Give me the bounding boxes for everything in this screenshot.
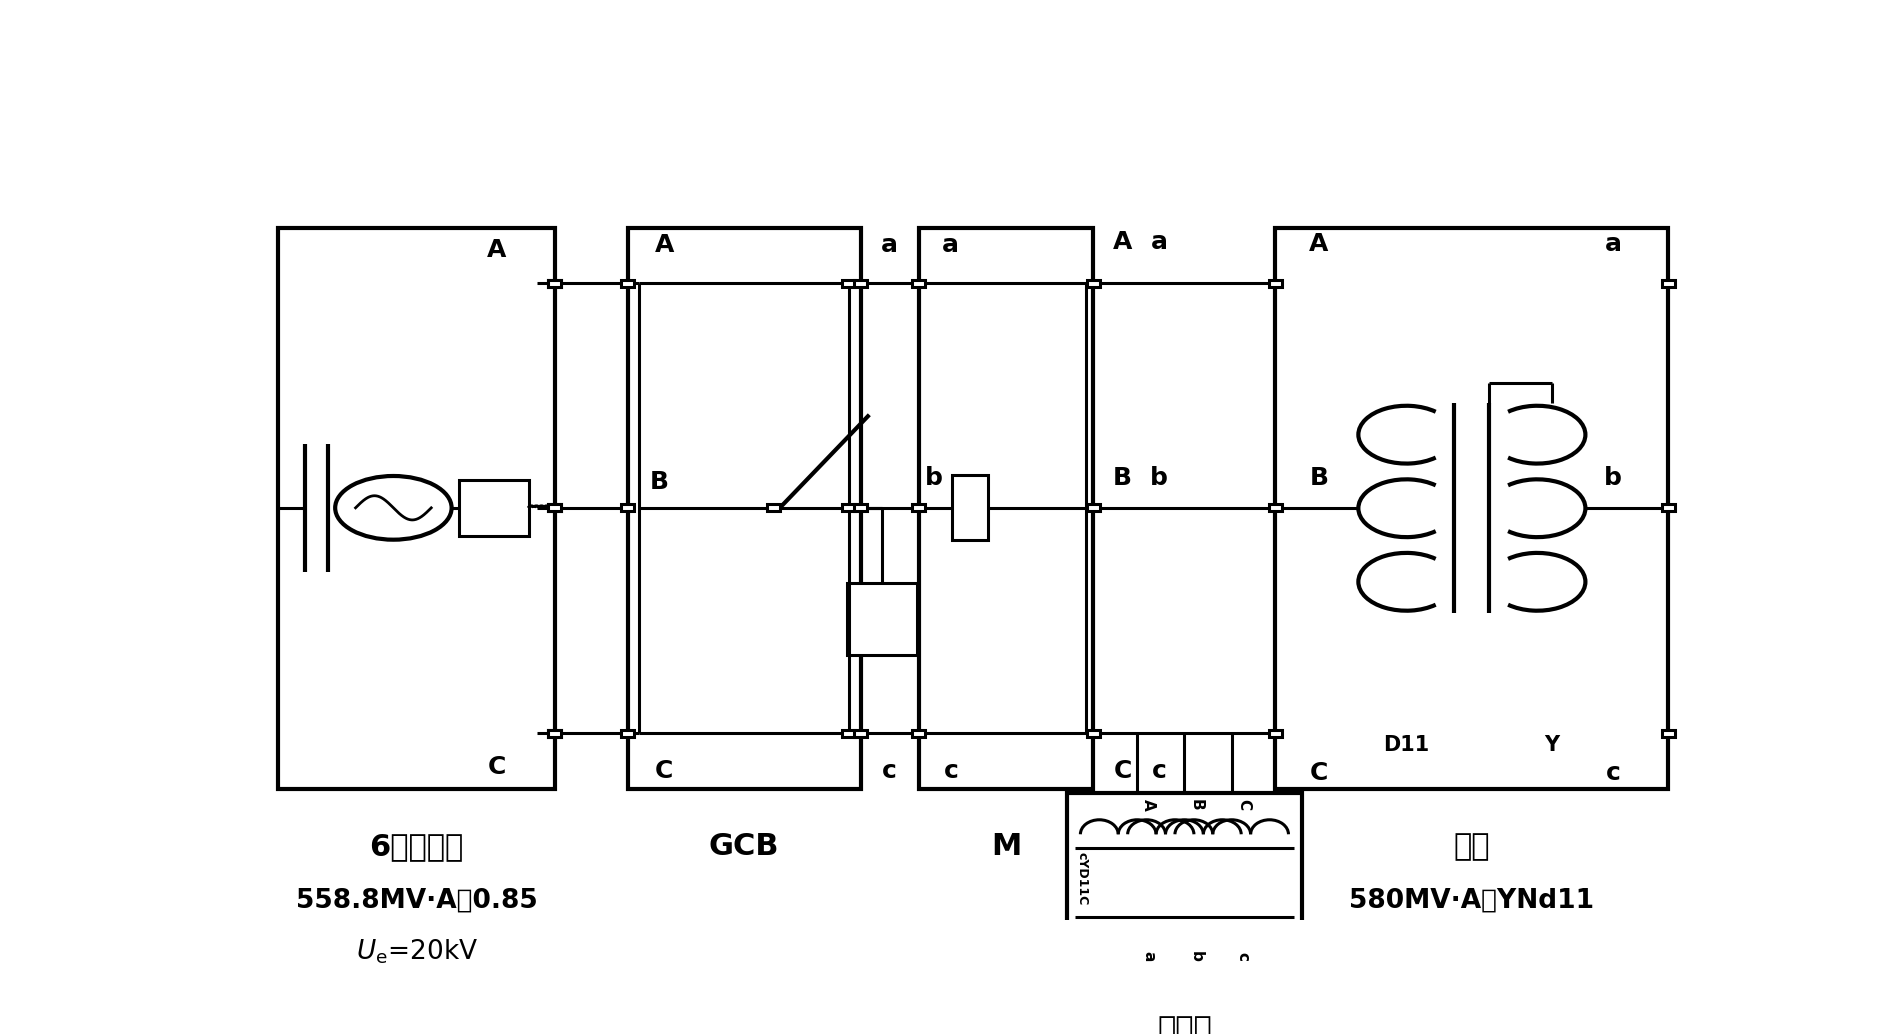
Text: A: A — [1142, 799, 1157, 811]
Bar — [854, 730, 868, 737]
Text: c: c — [943, 759, 958, 784]
Text: C: C — [655, 759, 674, 784]
Text: Y: Y — [1544, 735, 1559, 755]
Bar — [843, 505, 856, 512]
Text: a: a — [1142, 951, 1157, 962]
Bar — [1270, 280, 1283, 286]
Text: C: C — [1114, 759, 1132, 784]
Bar — [847, 583, 916, 656]
Bar — [458, 480, 530, 536]
Bar — [278, 227, 556, 789]
Bar — [1662, 280, 1675, 286]
Text: a: a — [943, 233, 960, 257]
Text: a: a — [881, 233, 898, 257]
Text: c: c — [1236, 951, 1251, 961]
Text: 6号发电机: 6号发电机 — [370, 831, 464, 860]
Text: 558.8MV·A，0.85: 558.8MV·A，0.85 — [297, 887, 537, 913]
Bar — [766, 505, 779, 512]
Bar — [843, 730, 856, 737]
Bar — [1067, 793, 1301, 980]
Text: GCB: GCB — [708, 831, 779, 860]
Bar — [1275, 227, 1668, 789]
Text: C: C — [1236, 799, 1251, 811]
Text: c: c — [1151, 759, 1166, 784]
Text: B: B — [650, 470, 669, 494]
Text: M: M — [992, 831, 1022, 860]
Text: b: b — [924, 465, 943, 489]
Bar — [843, 280, 856, 286]
Bar — [548, 730, 562, 737]
Bar — [548, 280, 562, 286]
Text: cYD11C: cYD11C — [1076, 852, 1089, 905]
Bar — [854, 505, 868, 512]
Text: b: b — [1604, 465, 1623, 489]
Bar — [1087, 280, 1101, 286]
Text: A: A — [486, 238, 507, 262]
Text: D11: D11 — [1384, 735, 1429, 755]
Text: b: b — [1189, 950, 1204, 962]
Text: A: A — [1114, 230, 1132, 254]
Bar — [1087, 505, 1101, 512]
Text: 厂高变: 厂高变 — [1157, 1014, 1211, 1034]
Text: A: A — [1309, 232, 1330, 255]
Text: a: a — [1151, 230, 1168, 254]
Bar — [622, 730, 635, 737]
Bar — [548, 730, 562, 737]
Text: 580MV·A，YNd11: 580MV·A，YNd11 — [1348, 887, 1594, 913]
Text: B: B — [1114, 465, 1132, 489]
Text: a: a — [1604, 232, 1621, 255]
Bar — [622, 280, 635, 286]
Bar — [548, 280, 562, 286]
Bar — [548, 505, 562, 512]
Bar — [913, 505, 926, 512]
Bar — [622, 505, 635, 512]
Bar — [918, 227, 1093, 789]
Text: C: C — [1309, 761, 1328, 785]
Bar — [548, 505, 562, 512]
Text: c: c — [1606, 761, 1621, 785]
Text: A: A — [654, 233, 674, 257]
Text: 主变: 主变 — [1454, 831, 1489, 860]
Text: B: B — [1189, 799, 1204, 811]
Text: B: B — [1309, 465, 1328, 489]
Bar — [854, 280, 868, 286]
Bar — [1662, 730, 1675, 737]
Bar — [1087, 730, 1101, 737]
Text: c: c — [883, 759, 898, 784]
Bar — [1270, 505, 1283, 512]
Text: $U_{\mathrm{e}}$=20kV: $U_{\mathrm{e}}$=20kV — [355, 938, 477, 967]
Bar — [1662, 505, 1675, 512]
Bar — [627, 227, 860, 789]
Bar — [1270, 730, 1283, 737]
Text: C: C — [488, 755, 505, 779]
Bar — [913, 730, 926, 737]
Text: b: b — [1149, 465, 1168, 489]
Bar — [913, 280, 926, 286]
Bar — [952, 476, 988, 541]
